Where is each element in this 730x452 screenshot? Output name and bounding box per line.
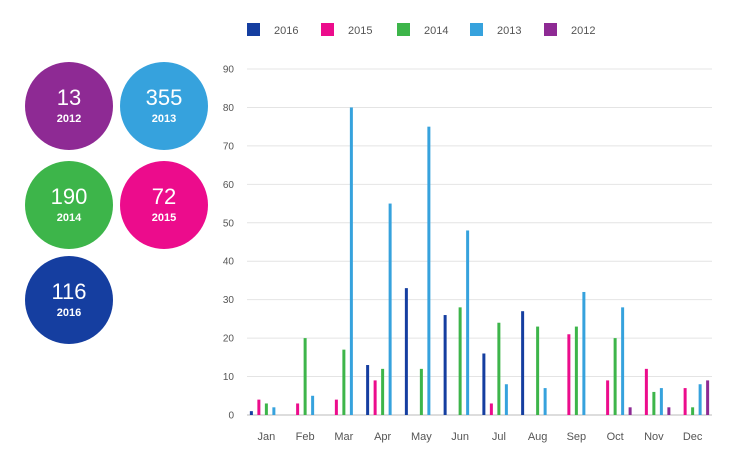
summary-circle-2016: 116 2016 — [25, 256, 113, 344]
bar-2015-apr — [373, 380, 377, 415]
x-tick-label: Apr — [374, 431, 391, 443]
legend-label-2016: 2016 — [274, 25, 298, 37]
summary-circle-2012: 13 2012 — [25, 62, 113, 150]
bar-2014-aug — [536, 326, 540, 415]
bar-2015-jan — [257, 399, 261, 415]
summary-value: 116 — [51, 279, 87, 304]
summary-value: 13 — [56, 85, 82, 110]
legend-swatch-2014 — [397, 23, 410, 36]
summary-year: 2012 — [56, 113, 82, 125]
x-tick-label: Jan — [258, 431, 276, 443]
legend-label-2012: 2012 — [571, 25, 595, 37]
x-tick-label: Mar — [334, 431, 353, 443]
y-tick-label: 40 — [223, 257, 235, 268]
summary-value: 190 — [50, 184, 88, 209]
legend-label-2015: 2015 — [348, 25, 372, 37]
bar-2014-jan — [264, 403, 268, 415]
bar-2012-dec — [706, 380, 710, 415]
bar-2015-nov — [644, 368, 648, 415]
bar-2013-mar — [349, 107, 353, 415]
summary-value: 355 — [145, 85, 183, 110]
bar-2013-jun — [466, 230, 470, 415]
y-tick-label: 20 — [223, 334, 235, 345]
legend-label-2013: 2013 — [497, 25, 521, 37]
legend-swatch-2016 — [247, 23, 260, 36]
bar-2013-aug — [543, 388, 547, 415]
legend-swatch-2013 — [470, 23, 483, 36]
summary-year: 2013 — [151, 113, 177, 125]
summary-year: 2016 — [56, 307, 82, 319]
bar-2016-apr — [366, 365, 370, 415]
summary-year: 2014 — [56, 212, 82, 224]
bar-2015-jul — [489, 403, 493, 415]
y-tick-label: 0 — [228, 411, 234, 422]
bar-2015-feb — [296, 403, 300, 415]
y-tick-label: 30 — [223, 295, 235, 306]
bar-2014-dec — [691, 407, 695, 415]
bar-2014-feb — [303, 338, 307, 415]
bar-2016-jul — [482, 353, 486, 415]
bar-2012-oct — [628, 407, 632, 415]
summary-circle-2013: 355 2013 — [120, 62, 208, 150]
bar-2013-may — [427, 126, 431, 416]
bar-2014-apr — [381, 368, 385, 415]
summary-year: 2015 — [151, 212, 177, 224]
summary-circle-2014: 190 2014 — [25, 161, 113, 249]
bar-2016-aug — [521, 311, 525, 415]
y-tick-label: 80 — [223, 103, 235, 114]
bar-2012-nov — [667, 407, 671, 415]
bar-2013-nov — [659, 388, 663, 415]
bar-2015-mar — [334, 399, 338, 415]
x-tick-label: May — [411, 431, 432, 443]
bar-2016-may — [404, 288, 408, 415]
bar-2015-oct — [606, 380, 610, 415]
bar-2013-oct — [621, 307, 625, 415]
y-tick-label: 70 — [223, 141, 235, 152]
bar-2016-jun — [443, 315, 447, 415]
bar-2014-may — [419, 368, 423, 415]
summary-circle-2015: 72 2015 — [120, 161, 208, 249]
bar-2014-nov — [652, 391, 656, 415]
legend-swatch-2012 — [544, 23, 557, 36]
x-tick-label: Jun — [451, 431, 469, 443]
legend-label-2014: 2014 — [424, 25, 448, 37]
y-tick-label: 60 — [223, 180, 235, 191]
summary-value: 72 — [151, 184, 177, 209]
x-tick-label: Aug — [528, 431, 548, 443]
bar-2014-jun — [458, 307, 462, 415]
x-tick-label: Nov — [644, 431, 664, 443]
x-tick-label: Jul — [492, 431, 506, 443]
x-tick-label: Sep — [567, 431, 587, 443]
bar-2013-apr — [388, 203, 392, 415]
bar-2013-dec — [698, 384, 702, 415]
bar-2013-sep — [582, 291, 586, 415]
bar-2013-jul — [504, 384, 508, 415]
x-tick-label: Oct — [607, 431, 624, 443]
bar-2014-oct — [613, 338, 617, 415]
y-tick-label: 90 — [223, 65, 235, 76]
y-tick-label: 10 — [223, 372, 235, 383]
legend-swatch-2015 — [321, 23, 334, 36]
bar-2014-sep — [574, 326, 578, 415]
bar-2016-jan — [249, 411, 253, 415]
bar-2015-sep — [567, 334, 571, 415]
bar-2014-jul — [497, 322, 501, 415]
y-tick-label: 50 — [223, 218, 235, 229]
bar-2015-dec — [683, 388, 687, 415]
bar-2013-feb — [311, 395, 315, 415]
bar-2014-mar — [342, 349, 346, 415]
x-tick-label: Dec — [683, 431, 703, 443]
x-tick-label: Feb — [296, 431, 315, 443]
bar-2013-jan — [272, 407, 276, 415]
